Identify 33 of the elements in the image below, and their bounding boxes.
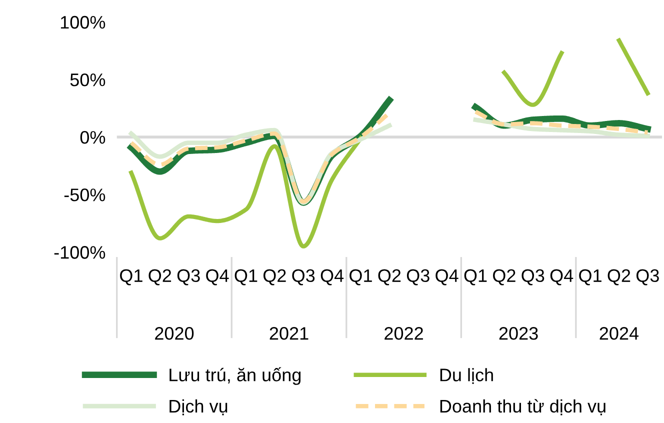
y-tick-label: 0%: [80, 130, 106, 144]
text: 2024: [600, 327, 639, 340]
legend-label: Dịch vụ: [170, 399, 228, 416]
x-tick-label: Q2: [493, 269, 516, 286]
y-tick-label: -50%: [64, 188, 106, 202]
text: 2020: [155, 327, 194, 340]
x-tick-label: Q3: [292, 269, 315, 286]
y-tick-label: -100%: [54, 246, 106, 259]
x-tick-label: Q2: [263, 269, 286, 286]
x-tick-label: Q4: [550, 269, 574, 286]
x-tick-label: Q4: [206, 269, 229, 286]
y-tick-label: 100%: [60, 16, 106, 29]
x-tick-label: Q4: [320, 269, 344, 286]
legend-label: Du lịch: [440, 368, 493, 384]
text: 2021: [270, 327, 308, 340]
x-tick-label: Q1: [579, 269, 602, 286]
text: 2022: [384, 327, 423, 340]
y-tick-label: 50%: [70, 73, 106, 86]
text: 2023: [499, 327, 538, 340]
legend-label: Doanh thu từ dịch vụ: [440, 399, 606, 416]
x-tick-label: Q2: [608, 269, 630, 286]
x-tick-label: Q1: [234, 269, 258, 286]
x-tick-label: Q3: [636, 269, 659, 286]
legend-label: Lưu trú, ăn uống: [170, 367, 301, 385]
x-tick-label: Q1: [464, 269, 487, 286]
x-tick-label: Q2: [148, 269, 172, 286]
x-tick-label: Q1: [350, 269, 372, 286]
x-tick-label: Q4: [436, 269, 458, 286]
x-tick-label: Q3: [522, 269, 544, 286]
x-tick-label: Q1: [120, 269, 142, 286]
x-tick-label: Q3: [406, 269, 430, 286]
x-tick-label: Q2: [378, 269, 401, 286]
x-tick-label: Q3: [177, 269, 200, 286]
